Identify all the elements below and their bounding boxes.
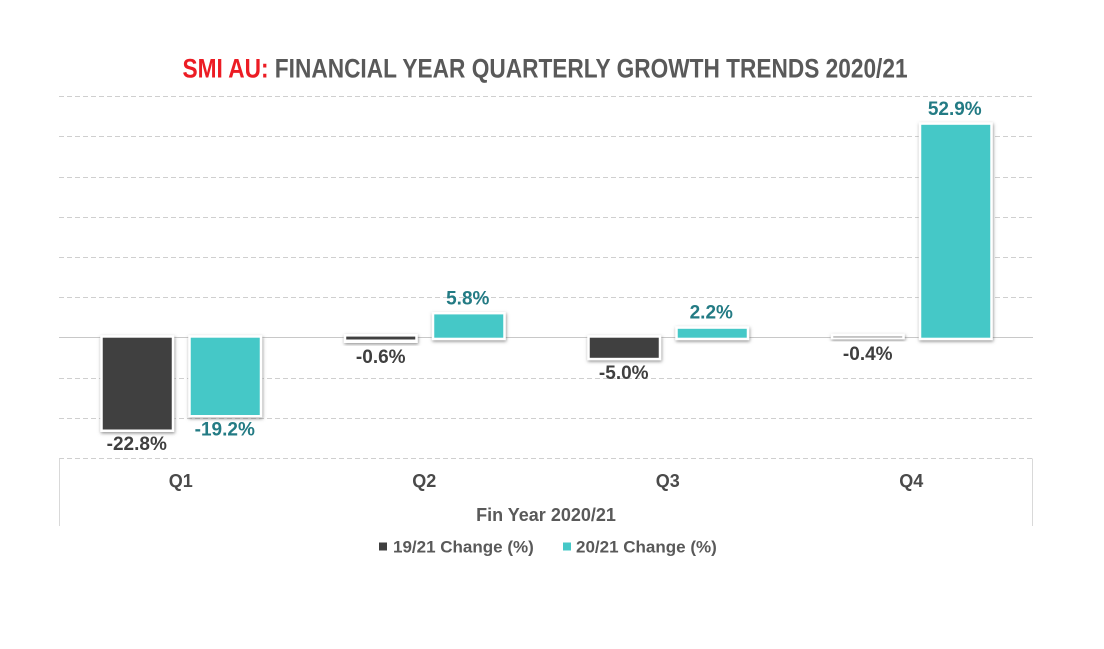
svg-text:5.8%: 5.8% bbox=[446, 289, 489, 310]
svg-text:Q2: Q2 bbox=[412, 471, 436, 491]
svg-text:-0.4%: -0.4% bbox=[843, 344, 893, 365]
svg-text:Fin Year 2020/21: Fin Year 2020/21 bbox=[476, 505, 616, 525]
svg-text:19/21 Change (%): 19/21 Change (%) bbox=[393, 538, 534, 557]
svg-text:-19.2%: -19.2% bbox=[195, 420, 255, 441]
svg-text:SMI AU: FINANCIAL YEAR QUARTER: SMI AU: FINANCIAL YEAR QUARTERLY GROWTH … bbox=[182, 54, 907, 84]
svg-text:-22.8%: -22.8% bbox=[107, 434, 167, 455]
svg-text:2.2%: 2.2% bbox=[690, 303, 733, 324]
svg-text:Q4: Q4 bbox=[899, 471, 923, 491]
svg-text:20/21 Change (%): 20/21 Change (%) bbox=[576, 538, 717, 557]
svg-text:52.9%: 52.9% bbox=[928, 99, 982, 120]
svg-text:-5.0%: -5.0% bbox=[599, 363, 649, 384]
svg-text:Q1: Q1 bbox=[169, 471, 193, 491]
svg-text:-0.6%: -0.6% bbox=[356, 347, 406, 368]
svg-text:Q3: Q3 bbox=[656, 471, 680, 491]
